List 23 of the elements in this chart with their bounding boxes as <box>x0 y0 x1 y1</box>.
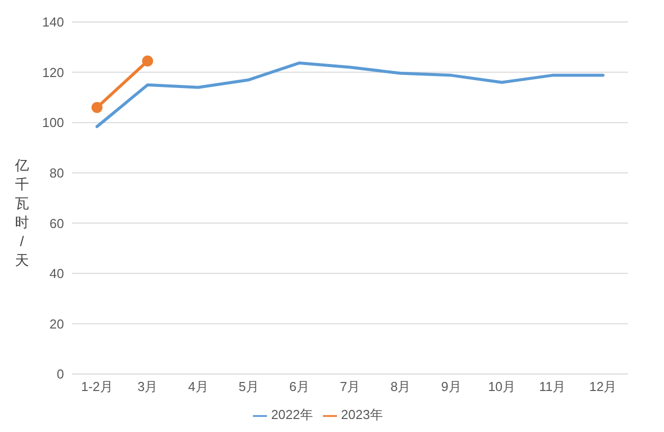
x-tick-label: 4月 <box>188 379 208 394</box>
legend-label: 2022年 <box>271 407 313 422</box>
y-tick-label: 140 <box>42 14 64 30</box>
x-tick-label: 5月 <box>238 379 259 394</box>
x-tick-label: 6月 <box>289 379 310 394</box>
legend-label: 2023年 <box>341 407 383 422</box>
x-tick-label: 3月 <box>137 379 158 394</box>
y-tick-label: 100 <box>42 115 64 130</box>
x-tick-label: 11月 <box>539 379 566 394</box>
x-tick-label: 12月 <box>589 379 617 394</box>
line-series <box>96 61 604 128</box>
y-tick-label: 60 <box>50 216 64 231</box>
x-tick-label: 1-2月 <box>81 379 113 394</box>
x-tick-label: 10月 <box>488 379 516 394</box>
x-tick-label: 7月 <box>340 379 360 394</box>
y-tick-label: 20 <box>50 316 64 332</box>
x-tick-label: 9月 <box>441 379 462 394</box>
y-tick-label: 0 <box>56 366 64 382</box>
y-axis-title: 亿千瓦时/天 <box>14 156 30 270</box>
y-tick-label: 80 <box>50 165 64 180</box>
y-tick-label: 120 <box>42 64 64 80</box>
y-tick-label: 40 <box>50 266 64 282</box>
x-tick-label: 8月 <box>390 379 411 394</box>
